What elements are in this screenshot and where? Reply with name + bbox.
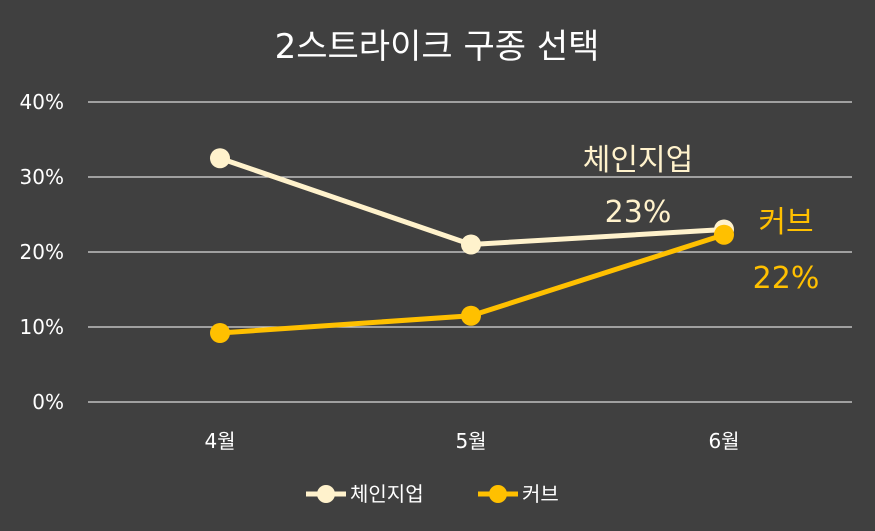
legend-marker <box>489 485 507 503</box>
series-callouts: 체인지업 23% 커브 22% <box>583 143 820 296</box>
data-point <box>714 224 734 245</box>
y-tick-label: 10% <box>20 315 64 339</box>
y-tick-label: 40% <box>20 90 64 114</box>
x-tick-label: 5월 <box>455 429 486 453</box>
y-tick-label: 0% <box>32 390 64 414</box>
x-tick-label: 4월 <box>204 429 235 453</box>
series-callout-name: 커브 <box>758 205 813 240</box>
series-callout-value: 23% <box>605 195 672 230</box>
data-point <box>461 305 481 326</box>
chart-title: 2스트라이크 구종 선택 <box>275 27 600 67</box>
legend-label: 커브 <box>522 482 559 506</box>
y-axis-ticks: 0% 10% 20% 30% 40% <box>20 90 64 414</box>
y-tick-label: 30% <box>20 165 64 189</box>
series-lines <box>210 148 734 343</box>
y-tick-label: 20% <box>20 240 64 264</box>
data-point <box>461 234 481 255</box>
x-axis-ticks: 4월 5월 6월 <box>204 429 739 453</box>
series-callout-value: 22% <box>753 261 820 296</box>
series-callout-name: 체인지업 <box>583 143 693 178</box>
data-point <box>210 148 230 169</box>
data-point <box>210 323 230 343</box>
legend-label: 체인지업 <box>350 482 424 506</box>
legend: 체인지업 커브 <box>306 482 559 506</box>
legend-marker <box>317 485 335 503</box>
x-tick-label: 6월 <box>708 429 739 453</box>
